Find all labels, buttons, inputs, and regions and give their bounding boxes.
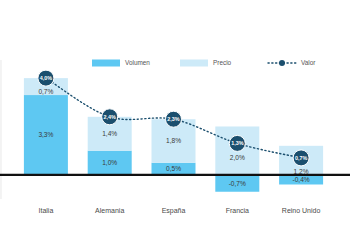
marker: [166, 111, 182, 127]
data-label: 1,3%: [231, 140, 243, 146]
x-tick-label: Alemania: [95, 207, 124, 214]
legend-label: Volumen: [125, 59, 150, 66]
bar-segment: [24, 95, 68, 175]
marker: [38, 70, 54, 86]
bar-segment: [279, 146, 323, 175]
bar-segment: [88, 151, 132, 175]
data-label: 0,7%: [295, 155, 307, 161]
marker: [229, 135, 245, 151]
bar-segment: [215, 175, 259, 192]
data-label: 2,0%: [230, 154, 245, 161]
data-label: 0,7%: [38, 88, 53, 95]
data-label: 1,2%: [294, 168, 309, 175]
legend: Volumen Precio Valor: [92, 59, 316, 66]
line: [46, 78, 301, 158]
data-label: 1,8%: [166, 137, 181, 144]
zero-line: [0, 174, 350, 176]
data-label: 1,0%: [102, 159, 117, 166]
plot-area: [24, 70, 323, 192]
chart: 3,3%0,7%1,0%1,4%0,5%1,8%-0,7%2,0%-0,4%1,…: [0, 0, 350, 235]
x-tick-label: Francia: [226, 207, 249, 214]
data-label: 3,3%: [38, 131, 53, 138]
legend-swatch: [279, 60, 285, 66]
marker: [102, 109, 118, 125]
data-label: -0,4%: [292, 176, 309, 183]
legend-swatch: [180, 60, 208, 67]
data-label: 0,5%: [166, 165, 181, 172]
data-label: -0,7%: [229, 180, 246, 187]
data-label: 1,4%: [102, 130, 117, 137]
x-tick-label: Italia: [39, 207, 54, 214]
y-range-line: [1, 60, 2, 199]
marker: [293, 150, 309, 166]
bar-segment: [152, 163, 196, 175]
x-tick-label: España: [162, 207, 186, 215]
legend-label: Valor: [301, 59, 316, 66]
data-label: 2,4%: [104, 114, 116, 120]
legend-label: Precio: [213, 59, 232, 66]
legend-swatch: [92, 60, 120, 67]
labels: 3,3%0,7%1,0%1,4%0,5%1,8%-0,7%2,0%-0,4%1,…: [38, 75, 309, 186]
bar-segment: [279, 175, 323, 185]
bar-segment: [215, 126, 259, 174]
x-tick-label: Reino Unido: [282, 207, 321, 214]
data-label: 2,3%: [167, 116, 179, 122]
data-label: 4,0%: [40, 75, 52, 81]
